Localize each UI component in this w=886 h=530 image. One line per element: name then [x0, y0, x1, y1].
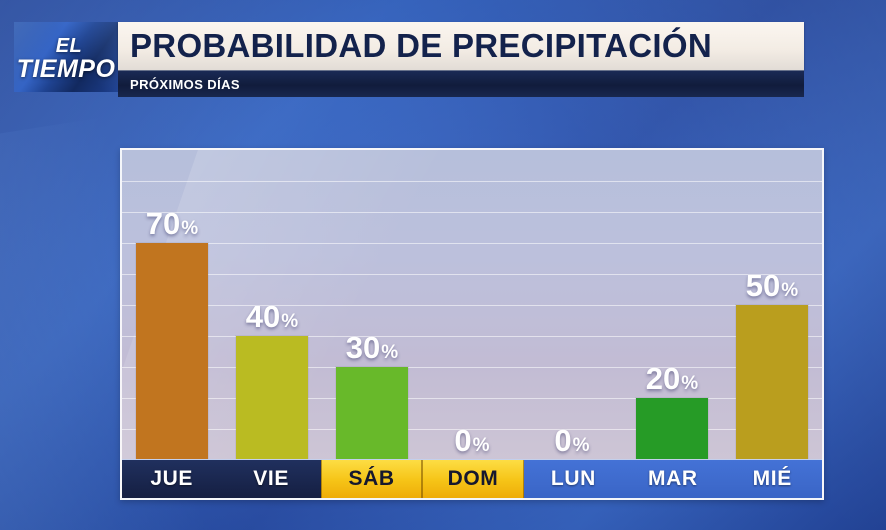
percent-sign: % — [781, 280, 799, 301]
gridline — [122, 181, 822, 182]
bar-value-number: 70 — [145, 206, 181, 241]
bar-value-label: 0% — [422, 425, 522, 456]
percent-sign: % — [572, 435, 590, 456]
gridline — [122, 398, 822, 399]
channel-logo: EL TIEMPO — [14, 22, 118, 92]
day-label-lun[interactable]: LUN — [523, 460, 624, 498]
page-title: PROBABILIDAD DE PRECIPITACIÓN — [130, 27, 712, 64]
gridline — [122, 367, 822, 368]
bar — [136, 243, 208, 460]
bar-value-number: 20 — [645, 361, 681, 396]
bar-value-number: 0 — [454, 423, 472, 458]
bar-value-label: 30% — [322, 332, 422, 363]
day-label-dom[interactable]: DOM — [422, 460, 524, 498]
gridline — [122, 336, 822, 337]
day-label-sáb[interactable]: SÁB — [320, 460, 423, 498]
gridline — [122, 243, 822, 244]
day-label-jue[interactable]: JUE — [122, 460, 222, 498]
bar-value-number: 50 — [745, 268, 781, 303]
bar-value-label: 50% — [722, 270, 822, 301]
bar-columns: 70% 40% 30% 0% 0% 20% 50% — [122, 150, 822, 460]
title-bar: PROBABILIDAD DE PRECIPITACIÓN — [118, 22, 804, 70]
chart-plot-area: 70% 40% 30% 0% 0% 20% 50% — [122, 150, 822, 460]
bar-value-label: 70% — [122, 208, 222, 239]
chart-panel: 70% 40% 30% 0% 0% 20% 50% JUE VIE SÁB DOM LUN MAR MI… — [120, 148, 824, 500]
percent-sign: % — [381, 342, 399, 363]
gridline — [122, 212, 822, 213]
percent-sign: % — [181, 218, 199, 239]
bar-value-label: 40% — [222, 301, 322, 332]
bar-column-dom: 0% — [422, 150, 522, 460]
bar — [236, 336, 308, 460]
day-label-mar[interactable]: MAR — [623, 460, 723, 498]
subtitle-bar: PRÓXIMOS DÍAS — [118, 70, 804, 97]
bar-column-vie: 40% — [222, 150, 322, 460]
bar-value-label: 20% — [622, 363, 722, 394]
percent-sign: % — [472, 435, 490, 456]
bar-column-mar: 20% — [622, 150, 722, 460]
bar-value-number: 40 — [245, 299, 281, 334]
page-subtitle: PRÓXIMOS DÍAS — [130, 76, 240, 92]
logo-text: EL TIEMPO — [14, 36, 118, 82]
logo-line-2: TIEMPO — [16, 55, 116, 83]
bar-column-mié: 50% — [722, 150, 822, 460]
day-label-vie[interactable]: VIE — [221, 460, 321, 498]
day-label-bar: JUE VIE SÁB DOM LUN MAR MIÉ — [122, 459, 822, 498]
day-label-mié[interactable]: MIÉ — [722, 460, 822, 498]
gridline — [122, 274, 822, 275]
percent-sign: % — [281, 311, 299, 332]
gridline — [122, 305, 822, 306]
bar-column-jue: 70% — [122, 150, 222, 460]
percent-sign: % — [681, 373, 699, 394]
bar-value-number: 0 — [554, 423, 572, 458]
gridline — [122, 429, 822, 430]
bar — [636, 398, 708, 460]
logo-line-1: EL — [55, 35, 83, 57]
bar-column-sáb: 30% — [322, 150, 422, 460]
bar-value-label: 0% — [522, 425, 622, 456]
bar — [336, 367, 408, 460]
header: EL TIEMPO PROBABILIDAD DE PRECIPITACIÓN … — [14, 22, 804, 97]
bar — [736, 305, 808, 460]
bar-value-number: 30 — [345, 330, 381, 365]
bar-column-lun: 0% — [522, 150, 622, 460]
